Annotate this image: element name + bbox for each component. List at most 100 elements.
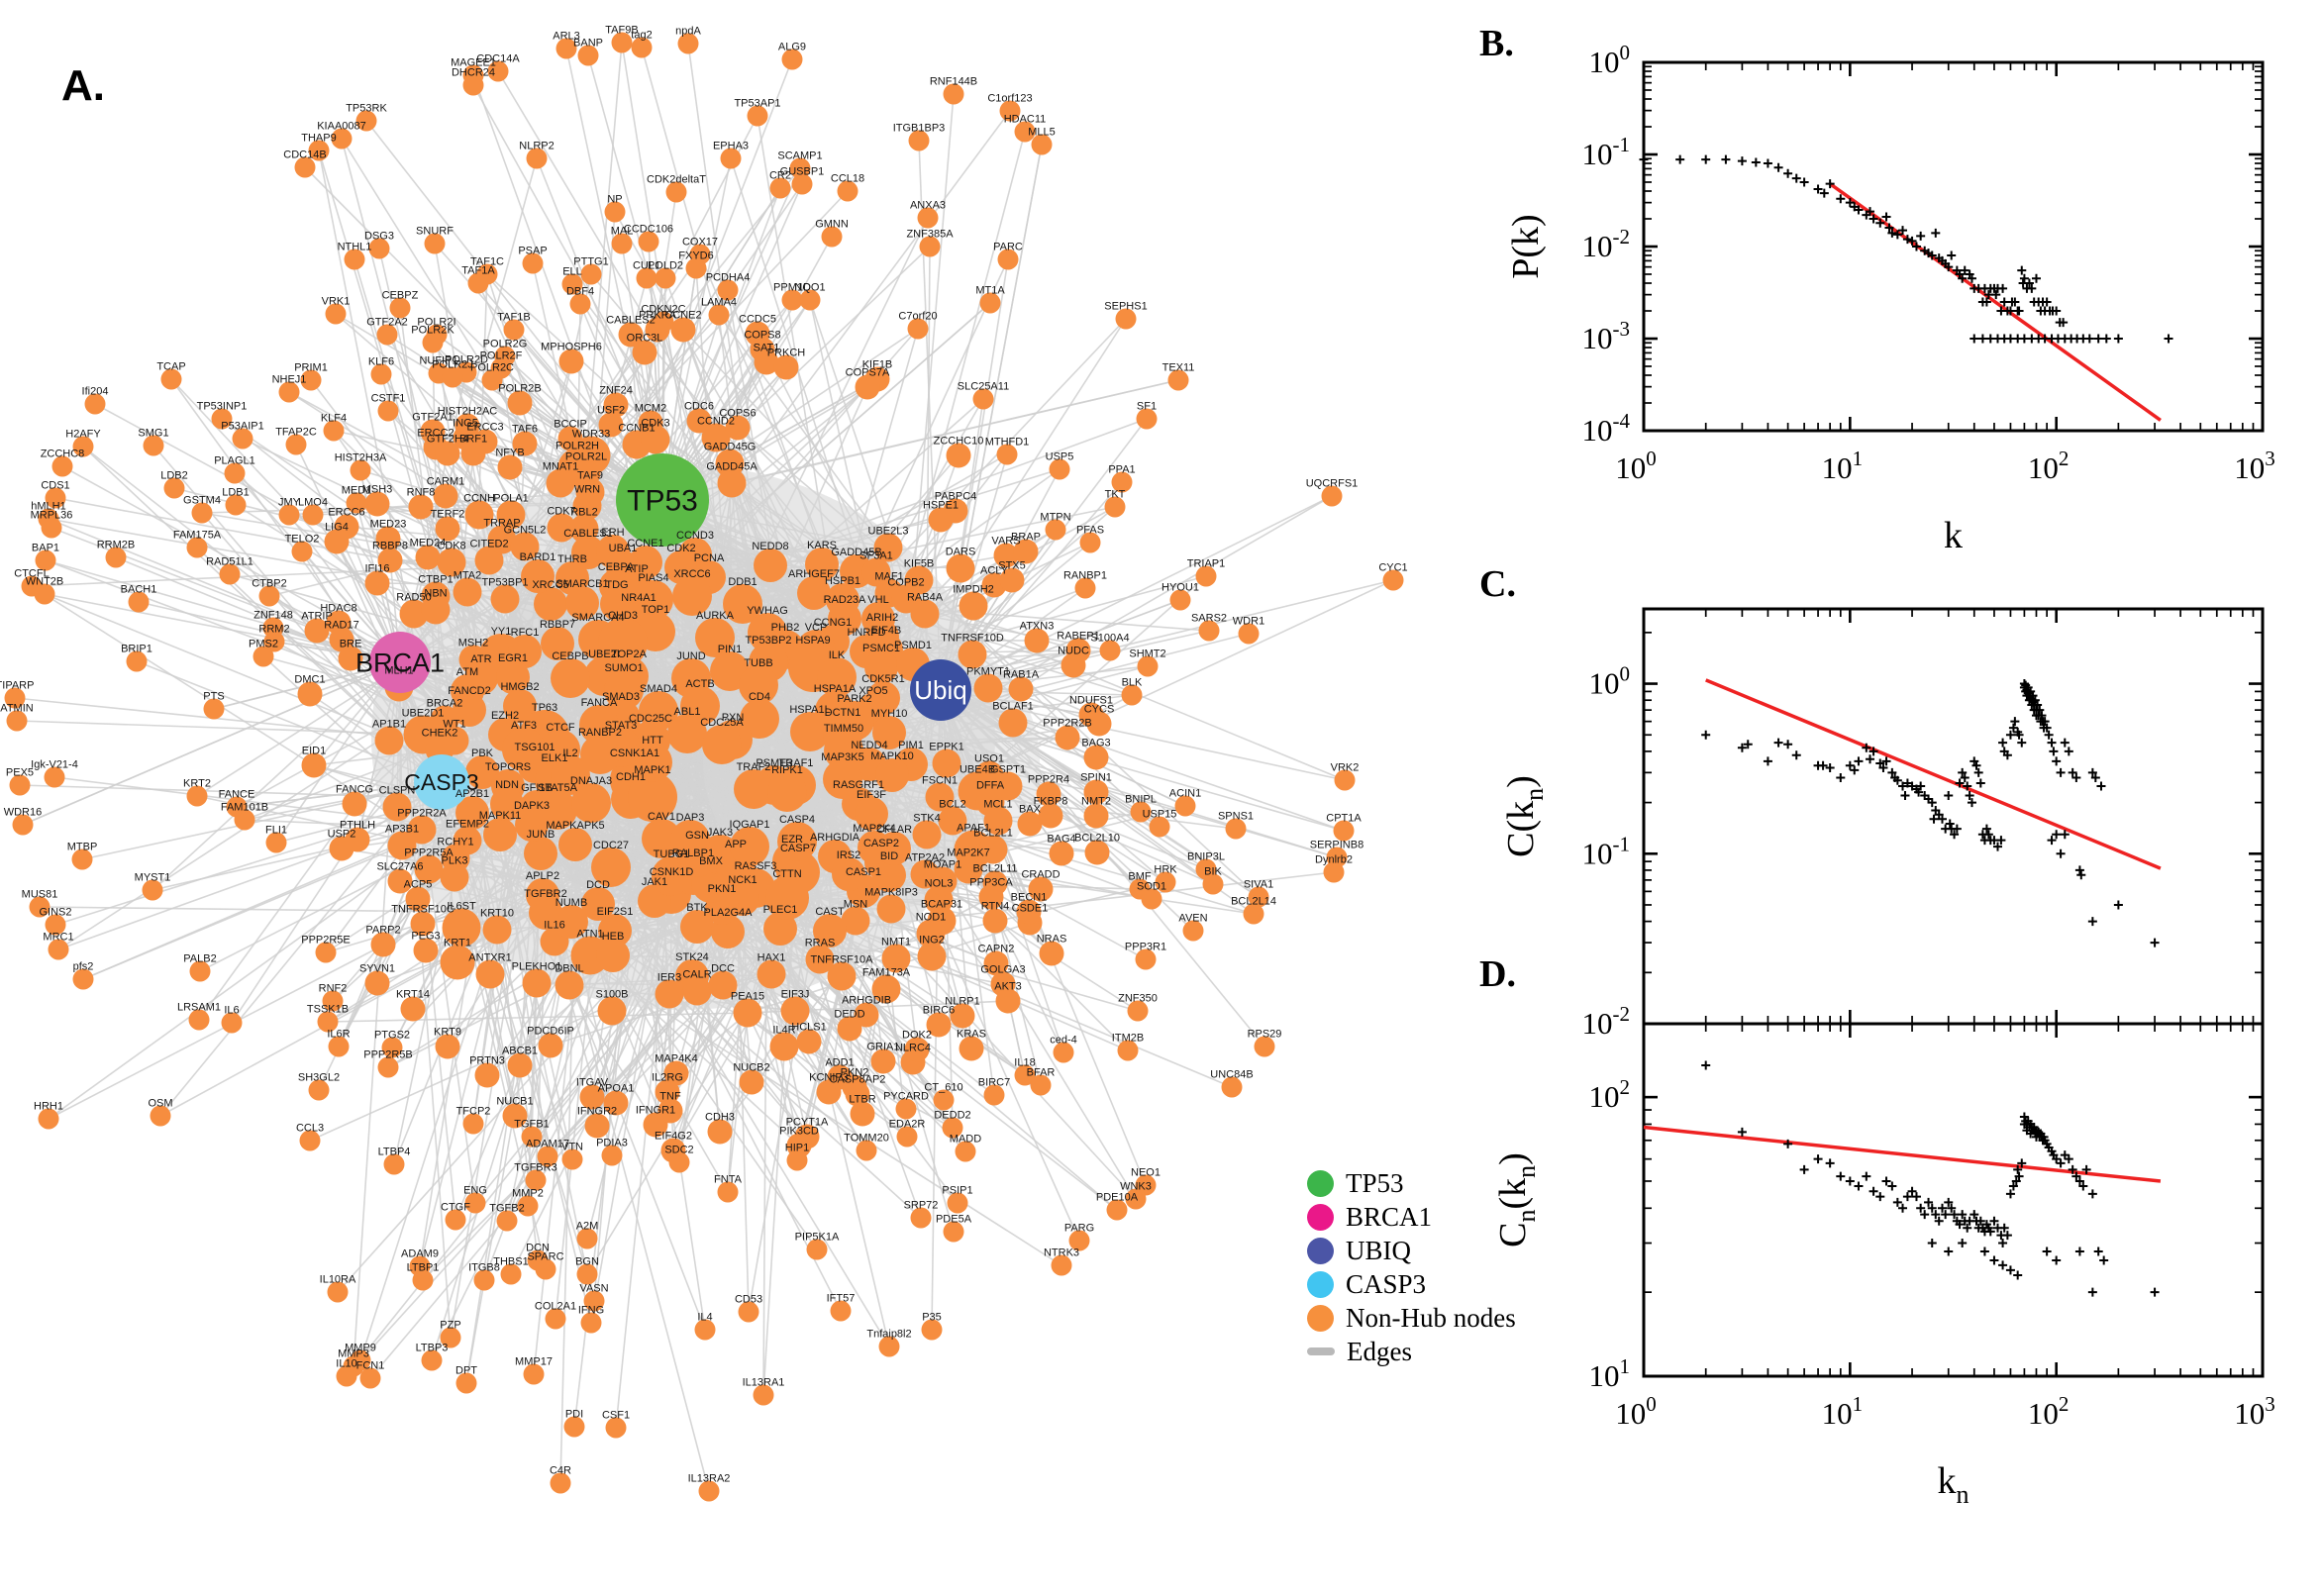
network-node (376, 324, 398, 346)
legend-item-brca1: BRCA1 (1307, 1202, 1516, 1232)
network-node (324, 529, 350, 554)
network-node-label: DCN (526, 1243, 550, 1254)
network-node-label: WDR16 (4, 807, 43, 819)
network-node-label: PPA1 (1108, 464, 1135, 476)
network-node-label: TRRAP (483, 518, 520, 530)
network-node-label: ATRIP (301, 611, 333, 623)
plot-C: 100 10-1 10-2 C(kn) (1500, 607, 2265, 1041)
network-node (71, 848, 93, 870)
network-node-label: PIN1 (718, 644, 742, 655)
network-node (38, 1108, 59, 1130)
network-node (163, 477, 185, 499)
network-node (475, 959, 505, 989)
network-node (203, 698, 225, 720)
network-node-label: NRAS (1037, 934, 1067, 946)
network-node (421, 1349, 443, 1371)
network-node-label: ATIP (625, 563, 649, 575)
network-node-label: ERCC2 (417, 428, 454, 440)
network-node-label: HAX1 (758, 952, 786, 964)
network-node-label: TUBB (744, 657, 772, 669)
network-node (765, 876, 809, 920)
network-node-label: THRB (557, 553, 587, 565)
network-node (581, 887, 615, 921)
network-node-label: PALB2 (183, 953, 216, 965)
network-node (631, 37, 653, 58)
ytick-C: 10-1 (1582, 832, 1631, 870)
network-node-label: PSAP (518, 246, 547, 257)
network-node (308, 140, 330, 161)
network-node-label: HSPA9 (795, 635, 830, 647)
network-node-label: hMLH1 (31, 501, 65, 513)
network-node-label: PHB2 (771, 622, 800, 634)
network-node (943, 1221, 964, 1243)
network-node (304, 618, 330, 644)
network-node-label: CFLAR (876, 824, 912, 836)
network-node (603, 392, 629, 418)
network-node-label: ARHGDIB (842, 995, 891, 1007)
network-node (413, 938, 439, 963)
network-node-label: BAG4 (1047, 834, 1075, 846)
network-node-label: CDK7 (547, 506, 575, 518)
network-node (725, 415, 751, 441)
network-node (381, 1037, 403, 1058)
network-node-label: UBA1 (609, 543, 638, 554)
network-node-label: MED1 (342, 485, 372, 497)
network-node-label: IL4 (697, 1312, 712, 1324)
network-node-label: POLR2C (470, 362, 514, 374)
network-node-label: CDK2 (666, 543, 695, 554)
network-node-label: MUS81 (22, 889, 58, 901)
network-node-label: FANCA (581, 697, 618, 709)
network-node-label: ARHGEF7 (788, 568, 840, 580)
network-node (928, 866, 958, 896)
network-node (938, 806, 967, 836)
network-node-label: JAK1 (642, 876, 667, 888)
network-node-label: PTHLH (340, 820, 375, 832)
network-node-label: PSMD1 (894, 640, 932, 651)
network-node-label: MTPN (1040, 512, 1070, 524)
network-node-label: TEX11 (1162, 362, 1195, 374)
network-node (854, 1002, 879, 1028)
network-node (408, 494, 434, 520)
network-node (421, 595, 451, 625)
network-node-label: ced-4 (1050, 1035, 1077, 1047)
network-node (797, 576, 831, 610)
network-node-label: HSPE1 (923, 500, 959, 512)
network-node-label: XRCC6 (673, 568, 710, 580)
legend-label-edges: Edges (1347, 1336, 1412, 1366)
network-node (186, 537, 208, 558)
network-node-label: TAF1B (497, 312, 530, 324)
network-node-label: DEDD (834, 1009, 864, 1021)
network-node-label: POLR2H (556, 441, 599, 452)
network-node-label: HIST2H2AC (438, 406, 498, 418)
network-node-label: MSH3 (362, 484, 393, 496)
network-node (632, 340, 657, 365)
network-node-label: TSG101 (515, 742, 556, 753)
network-node (596, 939, 630, 972)
network-node (983, 806, 1013, 836)
network-node-label: RALBP1 (672, 848, 714, 859)
fit-line-C (1705, 678, 2162, 870)
network-node (912, 820, 942, 849)
network-node (4, 687, 26, 709)
network-node (465, 755, 499, 789)
network-node-label: AKT3 (994, 981, 1022, 993)
network-node (263, 631, 285, 652)
network-node-label: BMX (699, 855, 724, 867)
network-node-label: KRT10 (480, 908, 514, 920)
network-node (837, 180, 858, 202)
network-node (717, 1181, 739, 1203)
network-node-label: UBE2L3 (868, 526, 909, 538)
network-node-label: HYOU1 (1162, 582, 1199, 594)
network-node (670, 820, 710, 859)
network-node-label: NQO1 (794, 282, 825, 294)
network-node-label: TP53AP1 (734, 98, 780, 110)
network-node (872, 858, 906, 892)
network-node-label: ITGB1BP3 (893, 123, 946, 135)
network-node (1323, 861, 1345, 883)
network-node-label: SLC25A11 (958, 381, 1009, 393)
network-node (993, 543, 1019, 568)
network-node (329, 836, 354, 861)
network-node-label: BRE (340, 639, 362, 650)
network-node (850, 1101, 875, 1127)
